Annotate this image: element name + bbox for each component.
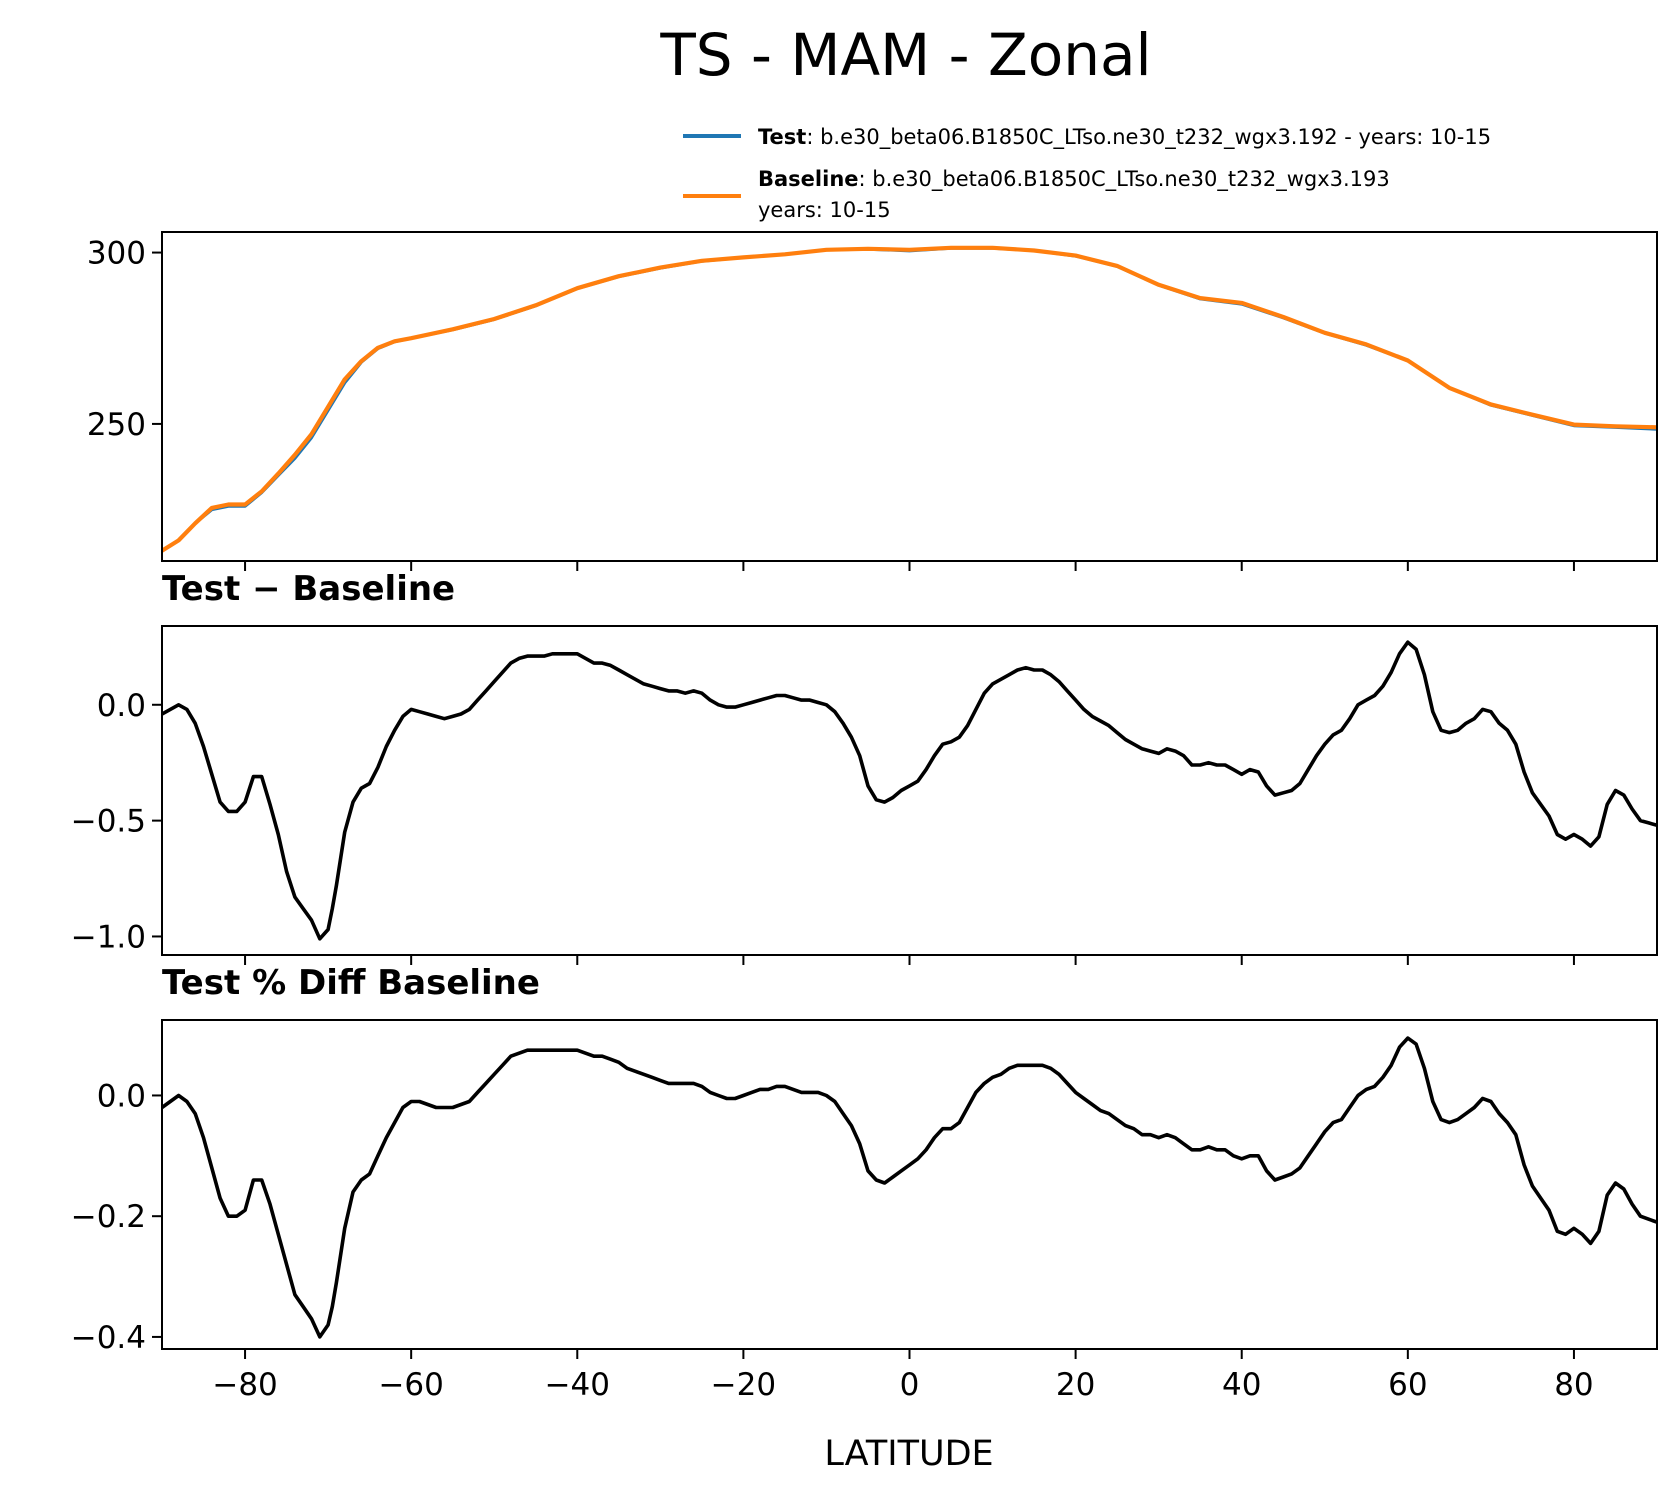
- x-tick-label: 80: [1554, 1367, 1593, 1403]
- x-tick-label: 60: [1388, 1367, 1427, 1403]
- legend-test-label: Test: [758, 125, 806, 149]
- legend-baseline-label: Baseline: [758, 167, 859, 191]
- y-tick-label: 0.0: [97, 1078, 146, 1114]
- x-tick-label: −40: [545, 1367, 610, 1403]
- legend: Test: b.e30_beta06.B1850C_LTso.ne30_t232…: [683, 125, 1491, 222]
- y-tick-label: −1.0: [71, 919, 146, 955]
- legend-baseline-text: : b.e30_beta06.B1850C_LTso.ne30_t232_wgx…: [859, 167, 1390, 192]
- legend-baseline-entry: Baseline: b.e30_beta06.B1850C_LTso.ne30_…: [758, 167, 1390, 192]
- y-tick-label: −0.5: [71, 804, 146, 840]
- axes-frame: [161, 625, 1658, 956]
- panel-test-minus-baseline: Test − Baseline −1.0 −0.5 0.0: [71, 569, 1658, 965]
- x-tick-label: −80: [212, 1367, 277, 1403]
- y-tick-label: −0.2: [71, 1199, 146, 1235]
- series-line-test-baseline: [162, 640, 1657, 941]
- series-line-test-diff-baseline: [162, 1036, 1657, 1339]
- x-tick-label: 0: [900, 1367, 920, 1403]
- x-tick-label: −60: [378, 1367, 443, 1403]
- series-line-test: [162, 246, 1657, 553]
- axes-frame: [161, 1019, 1658, 1350]
- x-tick-label: 20: [1056, 1367, 1095, 1403]
- legend-test-entry: Test: b.e30_beta06.B1850C_LTso.ne30_t232…: [758, 125, 1491, 150]
- legend-baseline-years: years: 10-15: [758, 198, 891, 222]
- panel-title: Test % Diff Baseline: [162, 963, 540, 1003]
- chart-title: TS - MAM - Zonal: [659, 21, 1151, 89]
- panel-title: Test − Baseline: [162, 569, 455, 609]
- x-tick-label: 40: [1222, 1367, 1261, 1403]
- axes-frame: [161, 231, 1658, 562]
- y-tick-label: 0.0: [97, 688, 146, 724]
- y-tick-label: −0.4: [71, 1320, 146, 1356]
- legend-test-text: : b.e30_beta06.B1850C_LTso.ne30_t232_wgx…: [806, 125, 1491, 150]
- panel-zonal-mean: 250 300: [87, 231, 1658, 571]
- y-tick-label: 250: [87, 407, 146, 443]
- x-tick-label: −20: [711, 1367, 776, 1403]
- y-tick-label: 300: [87, 236, 146, 272]
- x-axis-label: LATITUDE: [824, 1434, 993, 1474]
- panel-test-percent-diff-baseline: Test % Diff Baseline −80 −60 −40 −20 0 20 40 60 8…: [71, 963, 1658, 1403]
- series-line-baseline: [162, 245, 1657, 553]
